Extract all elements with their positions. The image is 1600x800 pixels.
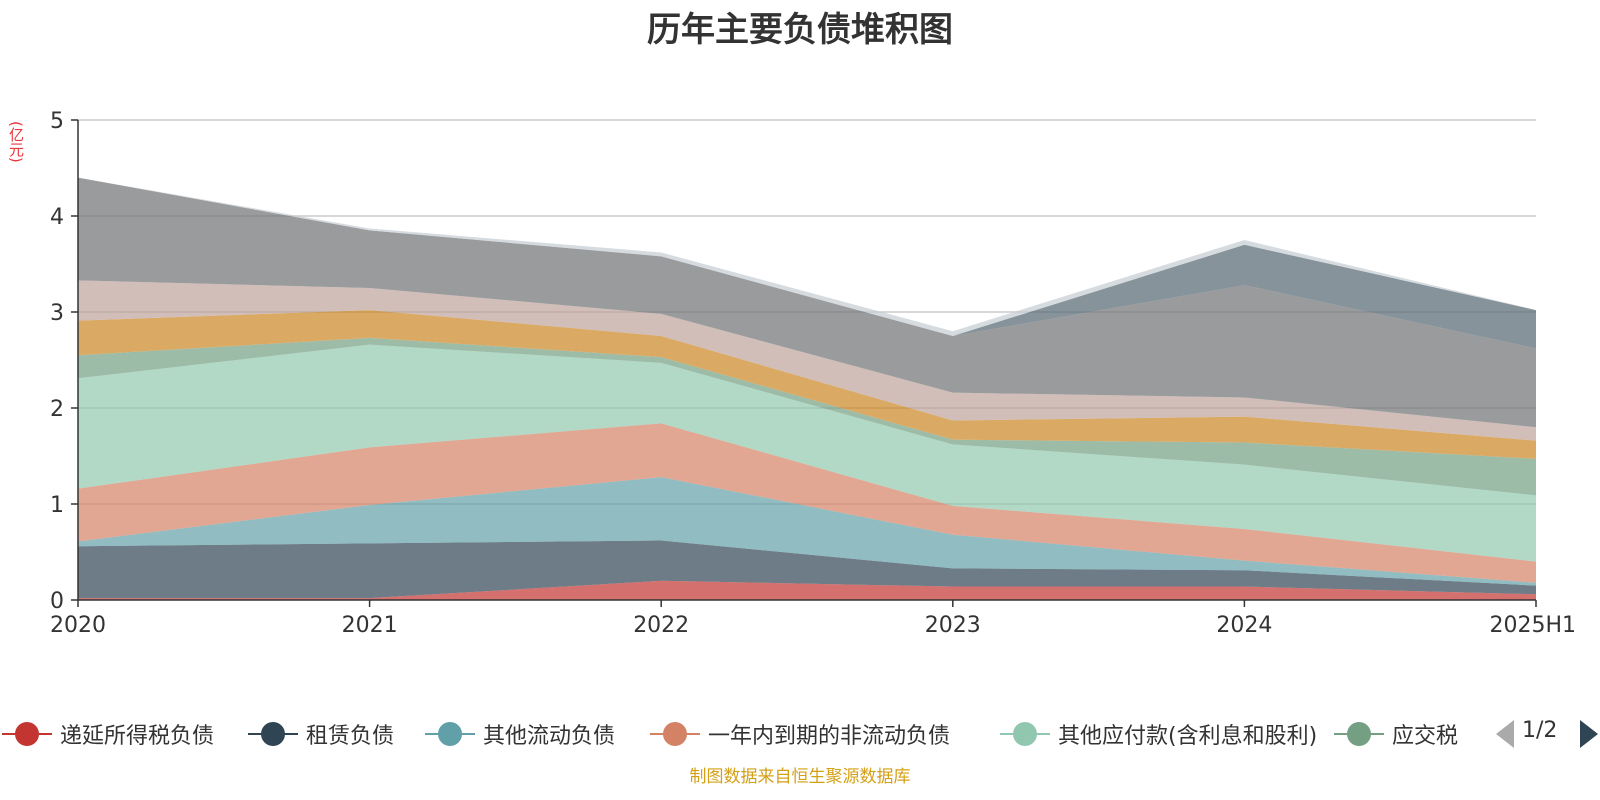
chart-title: 历年主要负债堆积图 (647, 10, 953, 50)
axes (71, 119, 1537, 607)
y-tick-label-3: 3 (50, 301, 64, 326)
legend-item-5[interactable]: 其他应付款(含利息和股利) (1000, 716, 1317, 752)
legend-page-indicator: 1/2 (1522, 718, 1558, 743)
legend-label: 递延所得税负债 (60, 724, 215, 749)
area-series-8[interactable] (78, 280, 1536, 441)
legend-marker-icon (248, 716, 298, 752)
area-series-5[interactable] (78, 344, 1536, 562)
legend-marker-icon (1334, 716, 1384, 752)
x-tick-label-5: 2025H1 (1489, 613, 1576, 638)
x-tick-label-1: 2021 (342, 613, 398, 638)
legend-label: 其他流动负债 (483, 724, 616, 749)
legend-marker-icon (1000, 716, 1050, 752)
legend-item-6[interactable]: 应交税 (1334, 716, 1458, 752)
x-tick-label-4: 2024 (1216, 613, 1272, 638)
legend-item-1[interactable]: 递延所得税负债 (2, 716, 214, 752)
y-tick-label-1: 1 (50, 493, 64, 518)
area-series-group (78, 177, 1536, 600)
area-series-10[interactable] (78, 177, 1536, 349)
area-series-3[interactable] (78, 477, 1536, 586)
legend-label: 应交税 (1392, 724, 1459, 749)
legend: 递延所得税负债 租赁负债 其他流动负债 一年内到期的非流动负债 其他应付款(含利息和股利… (0, 716, 1483, 752)
legend-item-3[interactable]: 其他流动负债 (425, 716, 615, 752)
area-series-9[interactable] (78, 177, 1536, 428)
area-series-7[interactable] (78, 310, 1536, 459)
legend-marker-icon (650, 716, 700, 752)
y-tick-label-0: 0 (50, 589, 64, 614)
x-tick-label-0: 2020 (50, 613, 106, 638)
y-tick-label-5: 5 (50, 109, 64, 134)
legend-pager: 1/2 (1496, 716, 1600, 752)
legend-prev-page-icon[interactable] (1496, 720, 1514, 748)
area-series-1[interactable] (78, 580, 1536, 600)
area-series-4[interactable] (78, 423, 1536, 583)
tick-labels: 0 1 2 3 4 5 2020 2021 2022 2023 2024 2025H1 (50, 109, 1576, 638)
legend-label: 一年内到期的非流动负债 (708, 724, 951, 749)
area-series-6[interactable] (78, 337, 1536, 496)
y-axis-unit-label: (亿元) (7, 121, 25, 163)
stacked-area-chart: 0 1 2 3 4 5 2020 2021 2022 2023 2024 2025H1 (50, 109, 1576, 638)
legend-marker-icon (2, 716, 52, 752)
y-tick-label-2: 2 (50, 397, 64, 422)
legend-marker-icon (425, 716, 475, 752)
legend-item-4[interactable]: 一年内到期的非流动负债 (650, 716, 950, 752)
x-tick-label-2: 2022 (633, 613, 689, 638)
x-tick-label-3: 2023 (925, 613, 981, 638)
y-tick-label-4: 4 (50, 205, 64, 230)
data-source-note: 制图数据来自恒生聚源数据库 (689, 767, 911, 787)
legend-next-page-icon[interactable] (1580, 720, 1598, 748)
legend-item-2[interactable]: 租赁负债 (248, 716, 394, 752)
legend-label: 租赁负债 (306, 724, 395, 749)
legend-label: 其他应付款(含利息和股利) (1058, 724, 1318, 749)
area-series-2[interactable] (78, 540, 1536, 599)
